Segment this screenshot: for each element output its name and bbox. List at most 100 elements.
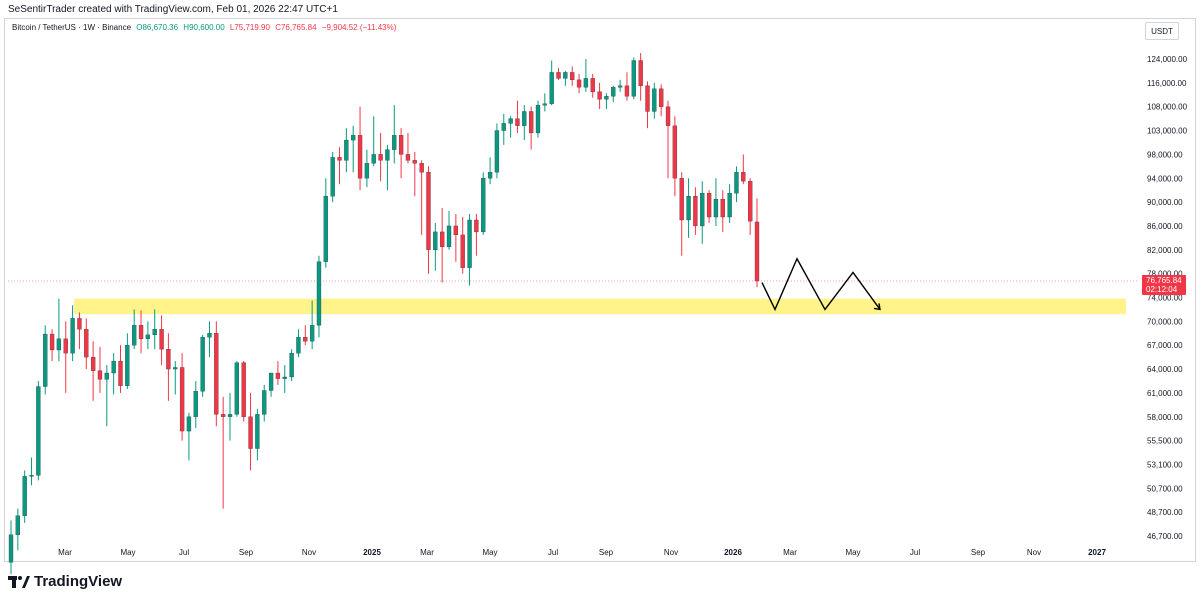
candle-body [453, 225, 459, 236]
x-tick-label: Mar [420, 548, 434, 557]
candle-body [446, 225, 452, 247]
candle-body [481, 178, 486, 233]
candle-body [713, 198, 719, 218]
candle-body [679, 178, 684, 221]
candle-body [501, 123, 506, 131]
candle-body [84, 329, 89, 358]
candle-body [754, 221, 760, 282]
candle-body [179, 367, 185, 432]
candle-body [576, 79, 582, 88]
candle-body [90, 356, 96, 371]
currency-selector[interactable]: USDT [1145, 22, 1179, 40]
candle-body [173, 367, 178, 370]
candle-body [624, 85, 630, 97]
y-tick-label: 90,000.00 [1147, 198, 1183, 207]
symbol-legend: Bitcoin / TetherUS · 1W · Binance O86,67… [12, 23, 399, 32]
candle-body [43, 333, 48, 387]
candle-body [132, 325, 137, 346]
candle-body [412, 160, 417, 164]
current-price-label: 76,765.84 [1146, 276, 1182, 285]
candle-body [542, 103, 547, 106]
candle-body [508, 118, 513, 124]
x-tick-label: Jul [179, 548, 189, 557]
candle-body [111, 360, 116, 374]
candle-body [665, 106, 671, 126]
candle-body [686, 195, 691, 221]
candle-body [652, 88, 657, 112]
candle-body [118, 360, 123, 386]
candle-body [138, 325, 144, 339]
y-tick-label: 86,000.00 [1147, 222, 1183, 231]
candle-body [563, 72, 568, 79]
y-tick-label: 124,000.00 [1147, 55, 1188, 64]
y-tick-label: 70,000.00 [1147, 317, 1183, 326]
candle-body [227, 414, 233, 417]
candle-body [631, 60, 636, 97]
x-tick-label: Nov [302, 548, 316, 557]
candle-body [241, 362, 246, 417]
y-tick-label: 53,100.00 [1147, 460, 1183, 469]
candle-body [522, 111, 527, 126]
candle-body [487, 172, 493, 179]
y-tick-label: 103,000.00 [1147, 127, 1188, 136]
candle-body [597, 91, 602, 100]
candle-body [22, 476, 27, 516]
candle-body [207, 333, 212, 338]
candle-body [303, 337, 308, 342]
candle-body [549, 72, 554, 104]
candle-body [659, 88, 664, 107]
candle-body [433, 231, 438, 250]
candle-body [166, 349, 171, 370]
candle-body [221, 414, 226, 417]
x-tick-label: 2025 [363, 548, 381, 557]
change-value: −9,904.52 (−11.43%) [321, 23, 397, 32]
candle-body [405, 154, 411, 161]
candle-body [467, 219, 472, 268]
y-tick-label: 55,500.00 [1147, 437, 1183, 446]
candle-body [645, 85, 650, 112]
candle-body [289, 352, 294, 378]
candle-body [186, 416, 192, 432]
candle-body [330, 157, 335, 197]
tradingview-logo: TradingView [8, 573, 122, 590]
countdown-label: 02:12:04 [1146, 285, 1178, 294]
symbol-title: Bitcoin / TetherUS · 1W · Binance [12, 23, 132, 32]
candle-body [460, 234, 465, 268]
y-tick-label: 116,000.00 [1147, 79, 1187, 88]
candle-body [104, 372, 109, 380]
low-value: L75,719.90 [229, 23, 270, 32]
x-tick-label: Sep [971, 548, 986, 557]
y-tick-label: 58,000.00 [1147, 413, 1183, 422]
candle-body [152, 329, 157, 336]
candle-body [262, 390, 267, 415]
tradingview-logo-text: TradingView [34, 573, 123, 590]
candle-body [63, 338, 68, 354]
candle-body [474, 219, 479, 233]
candle-body [638, 60, 643, 86]
candle-body [570, 72, 575, 81]
candle-body [282, 376, 287, 379]
x-tick-label: May [845, 548, 860, 557]
candle-body [200, 337, 205, 392]
candle-body [371, 154, 376, 164]
candle-body [734, 172, 739, 194]
candle-body [440, 231, 445, 247]
candle-body [741, 172, 746, 182]
candle-body [316, 261, 322, 326]
candle-body [234, 362, 240, 415]
x-tick-label: Nov [664, 548, 678, 557]
close-value: C76,765.84 [275, 23, 317, 32]
support-zone [74, 298, 1126, 315]
candle-body [378, 154, 383, 161]
x-tick-label: May [482, 548, 497, 557]
candle-body [214, 333, 219, 415]
y-tick-label: 67,000.00 [1147, 341, 1183, 350]
current-price-tag [1142, 275, 1186, 296]
candle-body [426, 172, 431, 250]
candle-body [419, 163, 424, 173]
y-tick-label: 98,000.00 [1147, 150, 1183, 159]
candle-body [77, 318, 82, 330]
high-value: H90,600.00 [183, 23, 225, 32]
projection-arrowhead [873, 303, 881, 311]
